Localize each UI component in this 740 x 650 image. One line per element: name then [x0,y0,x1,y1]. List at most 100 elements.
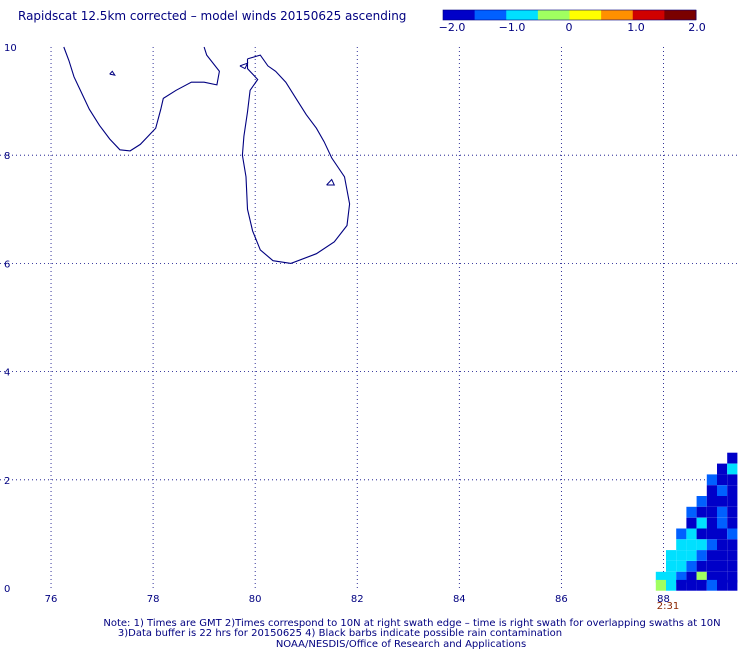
coastline [63,46,351,264]
colorbar-swatch [648,10,654,20]
colorbar-swatch [605,10,610,20]
colorbar-swatch [526,10,531,20]
colorbar-swatch [656,10,661,20]
colorbar-swatch [624,10,630,20]
wind-cell [696,579,707,591]
colorbar-swatch [668,10,673,20]
y-tick-label: 0 [4,584,10,595]
colorbar-swatch [553,10,559,20]
wind-swath [655,452,738,591]
wind-cell [727,474,738,486]
colorbar-swatch [684,10,689,20]
colorbar-swatch [597,10,602,20]
colorbar-swatch [565,10,570,20]
wind-cell [727,571,738,583]
colorbar-swatch [561,10,567,20]
coastline-sri-lanka [241,54,351,264]
colorbar-swatch [569,10,574,20]
colorbar-swatch [443,10,448,20]
wind-cell [717,571,728,583]
wind-cell [666,561,677,572]
wind-cell [706,561,717,572]
wind-cell [666,579,677,591]
wind-cell [717,550,728,561]
wind-cell [727,496,738,507]
colorbar-swatch [446,10,452,20]
wind-cell [706,485,717,496]
colorbar-swatch [549,10,555,20]
colorbar-swatch [557,10,563,20]
wind-cell [686,571,697,583]
lat-lon-grid [0,47,740,588]
colorbar-swatch [612,10,618,20]
colorbar-swatch [482,10,487,20]
wind-cell [727,561,738,572]
wind-cell [717,474,728,486]
note-line-3: NOAA/NESDIS/Office of Research and Appli… [276,639,526,650]
x-tick-label: 80 [249,594,262,605]
wind-cell [717,539,728,551]
y-tick-label: 6 [4,259,10,270]
wind-cell [727,550,738,561]
wind-cell [686,579,697,591]
wind-cell [696,550,707,561]
colorbar-swatch [628,10,634,20]
colorbar-swatch [478,10,484,20]
colorbar-swatch [644,10,650,20]
colorbar-swatch [490,10,495,20]
wind-cell [727,463,738,475]
x-tick-label: 76 [45,594,58,605]
wind-cell [676,528,687,540]
colorbar-swatch [474,10,480,20]
island [326,178,336,186]
colorbar-swatch [616,10,622,20]
wind-cell [696,517,707,529]
wind-cell [696,539,707,551]
colorbar-swatch [498,10,503,20]
wind-cell [696,571,707,583]
colorbar-swatch [688,10,693,20]
colorbar-swatch [632,10,638,20]
x-tick-label: 82 [351,594,364,605]
wind-cell [686,506,697,518]
wind-cell [676,579,687,591]
swath-time-label: 2:31 [657,601,679,612]
colorbar-swatch [593,10,598,20]
wind-cell [696,506,707,518]
axis-labels: 76 78 80 82 84 86 88 0 2 4 6 8 10 [4,43,670,605]
colorbar-swatch [466,10,472,20]
wind-cell [727,539,738,551]
colorbar-swatch [462,10,468,20]
wind-cell [706,506,717,518]
colorbar-swatch [533,10,539,20]
colorbar-swatch [577,10,582,20]
wind-cell [717,506,728,518]
island [109,70,116,76]
colorbar-swatch [494,10,499,20]
colorbar-swatch [454,10,460,20]
colorbar-label: 2.0 [688,21,706,34]
colorbar-frame [442,9,697,21]
chart-title: Rapidscat 12.5km corrected – model winds… [18,9,406,23]
colorbar-label: 1.0 [627,21,645,34]
wind-cell [686,517,697,529]
wind-cell [676,539,687,551]
colorbar-swatch [522,10,527,20]
wind-cell [717,485,728,496]
wind-cell [727,528,738,540]
wind-cell [717,528,728,540]
wind-cell [706,550,717,561]
wind-cell [686,539,697,551]
colorbar-swatch [541,10,547,20]
x-tick-label: 84 [453,594,466,605]
colorbar-swatch [514,10,519,20]
colorbar-swatch [573,10,578,20]
colorbar-swatch [692,10,697,20]
coastline-india [63,46,220,152]
colorbar-label: 0 [566,21,573,34]
colorbar-swatch [458,10,464,20]
colorbar-swatch [636,10,642,20]
wind-cell [717,463,728,475]
wind-cell [727,517,738,529]
